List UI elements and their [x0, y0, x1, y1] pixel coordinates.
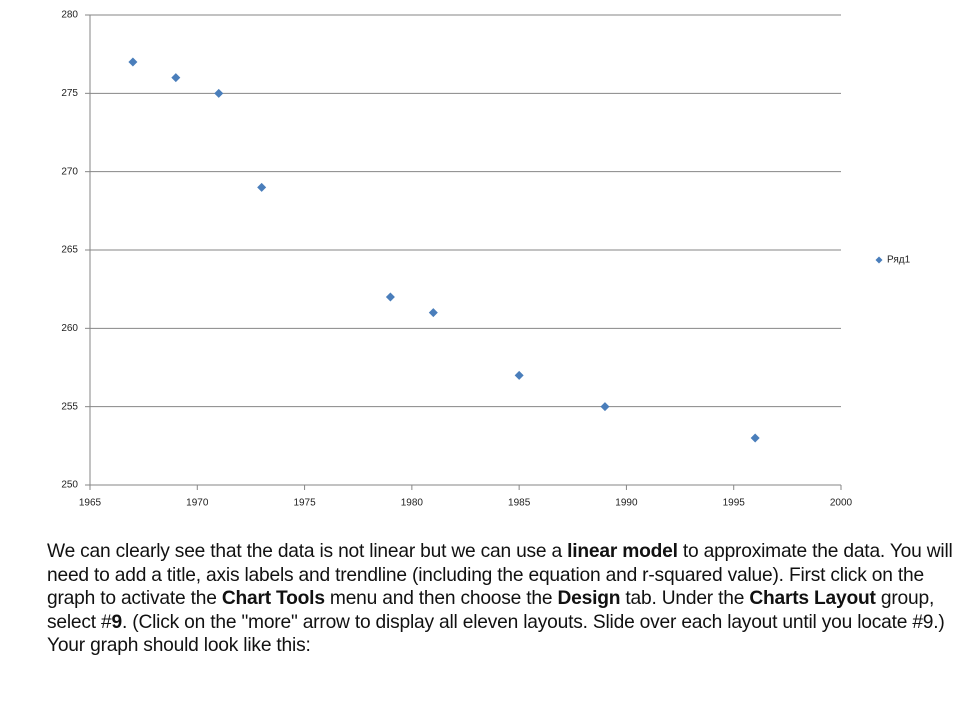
x-tick-label: 1980 [401, 498, 424, 509]
point [257, 182, 267, 192]
y-tick-label: 270 [61, 166, 78, 177]
point [171, 73, 181, 83]
point [128, 57, 138, 67]
y-tick-label: 250 [61, 480, 78, 491]
legend-label: Ряд1 [887, 255, 911, 266]
x-tick-label: 1995 [723, 498, 746, 509]
x-tick-label: 2000 [830, 498, 853, 509]
text-run: tab. Under the [620, 588, 750, 610]
text-run: linear model [567, 541, 678, 562]
x-tick-label: 1975 [293, 498, 316, 509]
y-tick-label: 255 [61, 401, 78, 412]
x-tick-label: 1985 [508, 498, 531, 509]
x-tick-label: 1965 [79, 498, 102, 509]
y-tick-label: 260 [61, 323, 78, 334]
text-run: menu and then choose the [324, 588, 558, 610]
text-run: Charts Layout [749, 588, 876, 610]
text-run: Design [557, 588, 621, 610]
legend-marker [875, 256, 883, 264]
text-run: Chart Tools [221, 588, 325, 610]
y-tick-label: 275 [61, 88, 78, 99]
text-run: . (Click on the "more" arrow to display … [47, 611, 945, 657]
point [514, 370, 524, 380]
x-tick-label: 1970 [186, 498, 209, 509]
text-run: 9 [111, 611, 123, 633]
text-run: group, select # [47, 588, 935, 633]
point [600, 402, 610, 412]
y-tick-label: 265 [61, 245, 78, 256]
text-run: We can clearly see that the data is not … [47, 541, 568, 562]
chart: 250 255 260 265 270 275 280 1965 1970 1975 1980 198… [61, 10, 911, 509]
point [214, 88, 224, 98]
x-tick-label: 1990 [615, 498, 638, 509]
point [385, 292, 395, 302]
paragraph: We can clearly see that the data is not … [47, 540, 955, 658]
y-tick-label: 280 [61, 10, 78, 21]
text-run: to approximate the data. You will need t… [47, 541, 953, 610]
point [428, 308, 438, 318]
point [750, 433, 760, 443]
